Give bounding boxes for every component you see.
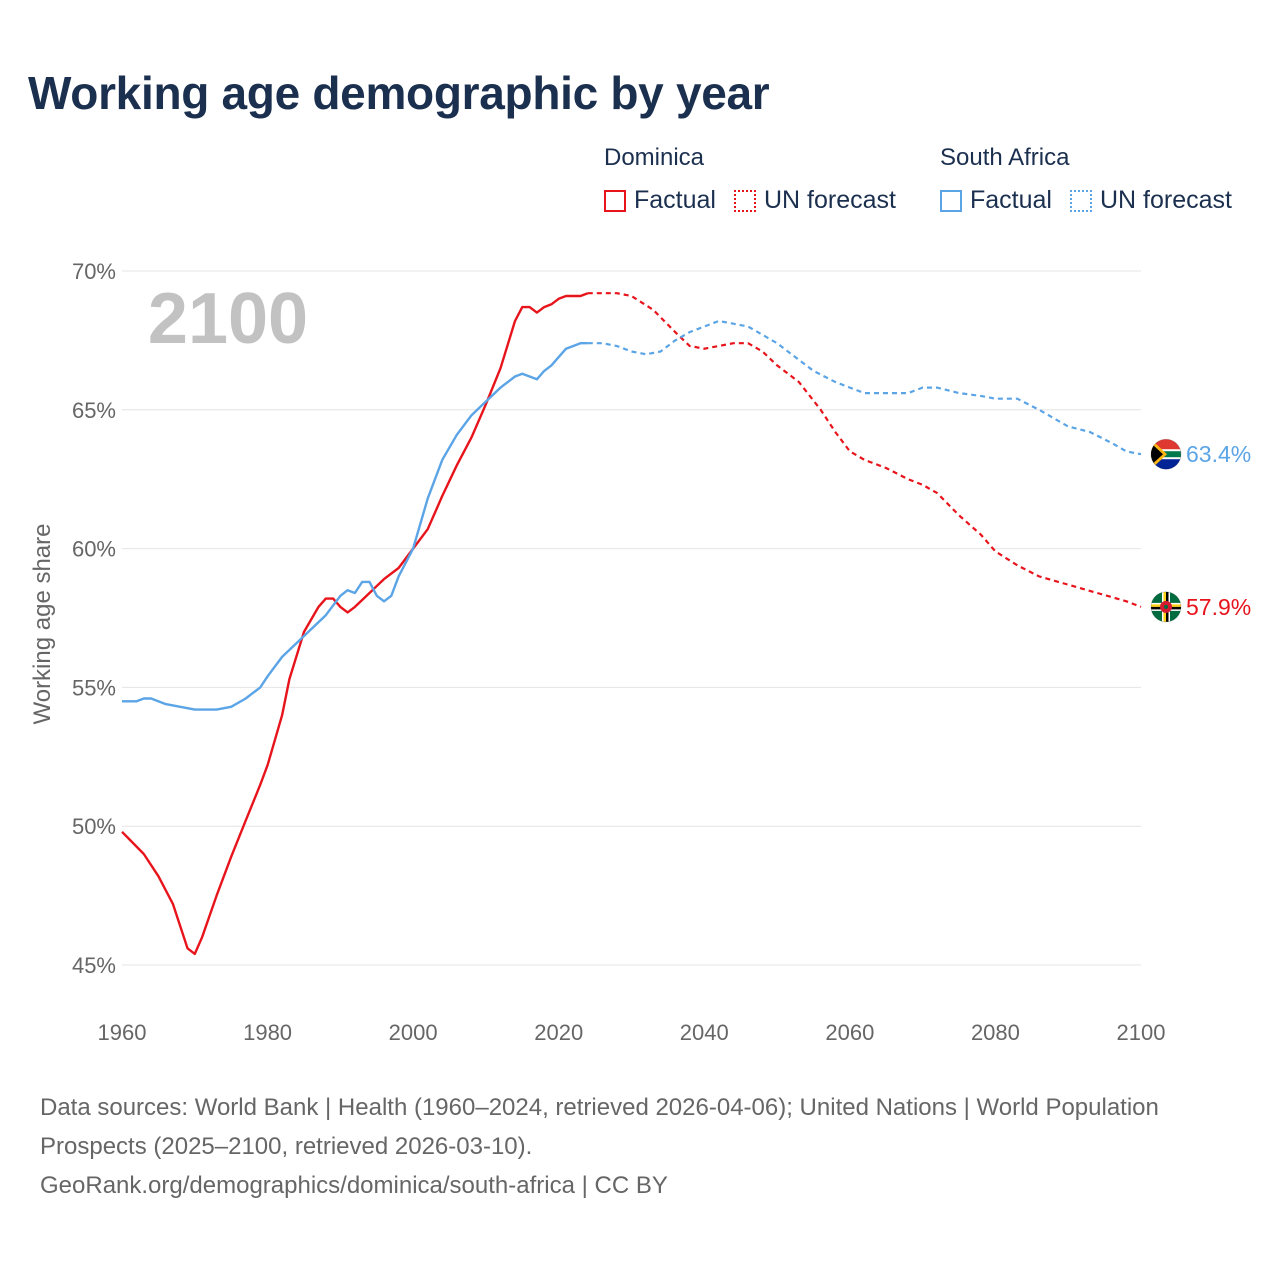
x-tick-label: 1960 [98,1020,147,1045]
x-tick-label: 1980 [243,1020,292,1045]
legend-group-name: South Africa [940,144,1070,171]
x-tick-label: 2060 [825,1020,874,1045]
y-tick-label: 70% [72,259,116,284]
y-axis-ticks: 45% 50% 55% 60% 65% 70% [72,259,116,978]
legend-item-forecast[interactable]: UN forecast [733,186,896,215]
legend-label: Factual [970,186,1052,214]
end-markers: 57.9% 63.4% [1150,438,1251,623]
y-tick-label: 55% [72,675,116,700]
south-africa-flag-icon [1151,439,1181,470]
legend-item-factual[interactable]: Factual [604,186,716,215]
legend-group-south-africa: South Africa Factual UN forecast [940,144,1250,215]
data-sources: Data sources: World Bank | Health (1960–… [40,1094,1159,1160]
legend-swatch-solid [604,189,626,212]
x-tick-label: 2000 [389,1020,438,1045]
legend-label: UN forecast [763,186,896,214]
series-line-factual [121,292,589,956]
series-line-forecast [587,292,1142,608]
series-layer [121,292,1142,956]
y-tick-label: 45% [72,953,116,978]
series-line-forecast [587,319,1142,456]
end-value-label: 63.4% [1186,441,1251,467]
grid [122,270,1141,966]
legend-item-forecast[interactable]: UN forecast [1069,186,1232,215]
y-tick-label: 50% [72,814,116,839]
x-tick-label: 2020 [534,1020,583,1045]
source-url[interactable]: GeoRank.org/demographics/dominica/south-… [40,1172,668,1199]
y-tick-label: 60% [72,537,116,562]
legend-swatch-solid [940,189,962,212]
y-axis-label: Working age share [29,524,56,725]
x-axis-ticks: 1960 1980 2000 2020 2040 2060 2080 2100 [98,1020,1166,1045]
footer: Data sources: World Bank | Health (1960–… [40,1088,1240,1205]
legend-swatch-dotted [1069,189,1092,212]
dominica-flag-icon [1151,591,1181,622]
x-tick-label: 2100 [1117,1020,1166,1045]
x-tick-label: 2080 [971,1020,1020,1045]
legend-group-name: Dominica [604,144,705,171]
series-line-factual [122,342,588,711]
legend-swatch-dotted [733,189,756,212]
line-chart: 45% 50% 55% 60% 65% 70% 1960 1980 2000 2020 2040 2… [29,259,1251,1045]
chart-title: Working age demographic by year [28,67,770,119]
x-tick-label: 2040 [680,1020,729,1045]
year-overlay: 2100 [148,279,308,359]
legend-group-dominica: Dominica Factual UN forecast [604,144,914,215]
end-value-label: 57.9% [1186,594,1251,620]
y-tick-label: 65% [72,398,116,423]
legend-label: UN forecast [1099,186,1232,214]
legend-label: Factual [634,186,716,214]
legend-item-factual[interactable]: Factual [940,186,1052,215]
